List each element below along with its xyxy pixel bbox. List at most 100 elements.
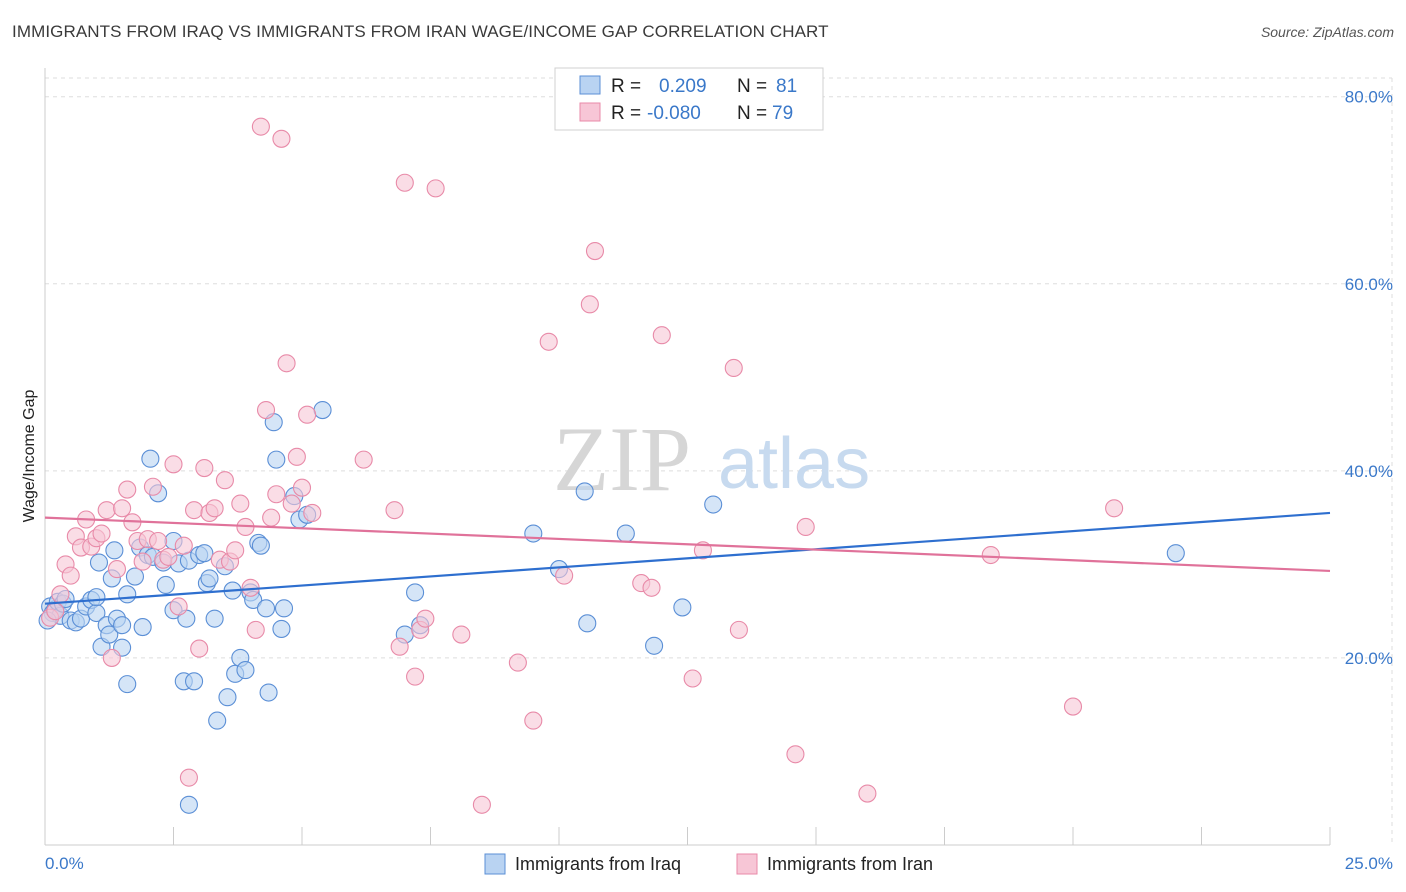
iraq-trend-line [44,511,1331,605]
iraq-point [274,599,294,618]
legend-n-label-iran: N = [737,103,767,124]
iran-point [262,508,281,527]
iran-point [179,768,198,787]
iraq-point [575,482,594,501]
iran-point [303,503,322,522]
iran-point [981,545,1000,565]
iran-point [539,332,558,351]
legend-r-label-iraq: R = [611,76,641,97]
bottom-legend-swatch-iraq [484,853,506,875]
iraq-point [704,495,723,514]
iraq-point [141,449,160,468]
iran-point [395,173,414,192]
iraq-point [218,688,237,707]
iran-point [246,620,265,639]
iran-point [390,637,409,656]
iran-point [642,578,661,597]
iran-point [796,517,815,537]
watermark: ZIP atlas [553,408,870,510]
iran-point [51,585,70,604]
iraq-point [524,524,543,543]
iraq-point [185,672,204,691]
iraq-point [200,569,219,588]
watermark-atlas: atlas [718,424,870,504]
iran-point [277,354,296,373]
legend-swatch-iraq [579,75,601,95]
iran-point [555,566,574,585]
iran-point [858,784,877,803]
iran-point [169,597,188,616]
iran-point [416,609,435,628]
iran-point [102,648,121,667]
iran-point [256,401,276,420]
iran-point [231,494,250,513]
iraq-point [251,536,270,555]
iraq-point [125,567,144,586]
iraq-point [236,661,255,680]
iran-points [41,117,1124,814]
iran-point [385,501,404,520]
iran-point [267,485,286,504]
iran-point [729,620,748,639]
legend-r-value-iraq: 0.209 [659,76,707,97]
iran-point [143,477,162,496]
series-legend: Immigrants from Iraq Immigrants from Ira… [484,853,933,875]
iraq-point [578,614,597,633]
iraq-point [272,619,291,638]
iran-point [226,541,245,560]
iran-trend-line [44,516,1331,573]
iran-point [164,455,183,474]
iran-point [683,669,702,688]
iran-point [46,602,65,621]
iran-point [1105,499,1124,518]
iran-point [205,499,224,518]
axes [44,68,1331,846]
iraq-point [616,524,635,543]
iraq-point [89,553,109,572]
bottom-legend-label-iran: Immigrants from Iran [767,854,933,874]
iraq-point [406,583,425,602]
iraq-point [1166,544,1185,563]
iraq-point [313,401,332,420]
iran-point [580,295,599,314]
x-tick-label-min: 0.0% [45,854,84,873]
iran-point [652,326,671,345]
legend-swatch-iran [579,102,601,122]
iran-point [107,560,127,579]
iran-point [251,117,270,136]
iraq-point [256,599,276,618]
iran-point [426,179,445,198]
iran-point [292,478,312,497]
iran-point [724,358,743,378]
iraq-point [208,711,227,730]
iran-point [508,653,527,672]
iraq-point [133,618,152,637]
iran-point [185,501,204,520]
iran-point [1063,697,1083,716]
y-tick-label: 80.0% [1345,88,1393,107]
iran-point [786,745,805,764]
iran-point [354,450,373,469]
legend-n-value-iraq: 81 [776,76,797,97]
y-tick-label: 40.0% [1345,462,1393,481]
y-axis-label: Wage/Income Gap [21,390,38,523]
bottom-legend-label-iraq: Immigrants from Iraq [515,854,681,874]
iraq-point [100,625,119,644]
tick-labels: 20.0% 40.0% 60.0% 80.0% 0.0% 25.0% [45,88,1393,873]
iraq-point [105,541,124,560]
iraq-point [267,450,286,469]
iran-point [195,458,214,478]
iraq-point [645,636,664,655]
iran-point [452,625,471,644]
iran-point [97,501,116,520]
iran-point [190,639,209,658]
trend-lines [44,511,1331,605]
y-tick-label: 20.0% [1345,649,1393,668]
iraq-point [179,795,198,814]
iraq-point [205,609,224,628]
iran-point [159,547,178,566]
legend-n-label-iraq: N = [737,76,767,97]
iran-point [149,531,168,551]
iran-point [585,241,605,261]
